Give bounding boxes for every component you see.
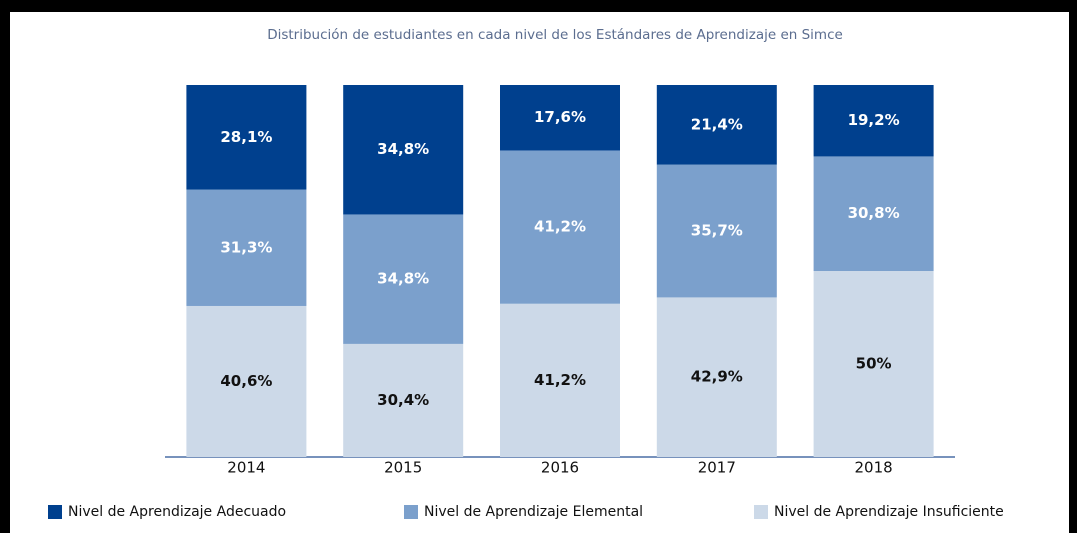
legend-swatch [48,505,62,519]
bar-segment [813,271,934,457]
data-label: 31,3% [220,238,272,256]
bar-segment [186,85,307,190]
legend-swatch [754,505,768,519]
bar-segment [813,85,934,157]
bar-segment [500,85,620,151]
bar-segment [656,85,777,165]
bar-segment [500,303,620,457]
data-label: 30,8% [848,204,900,222]
data-label: 50% [856,355,892,373]
x-tick-label: 2016 [541,459,579,477]
data-label: 41,2% [534,218,586,236]
legend-label: Nivel de Aprendizaje Elemental [424,504,643,520]
chart-title: Distribución de estudiantes en cada nive… [267,27,843,43]
bar-segment [500,150,620,304]
data-label: 35,7% [691,222,743,240]
bar-segment [343,343,464,457]
data-label: 30,4% [377,391,429,409]
x-tick-label: 2015 [384,459,422,477]
data-label: 42,9% [691,368,743,386]
data-label: 28,1% [220,128,272,146]
legend-label: Nivel de Aprendizaje Adecuado [68,504,286,520]
bar-segment [656,164,777,298]
data-label: 19,2% [848,111,900,129]
bar-segment [343,214,464,344]
bar-segment [343,85,464,215]
bar-segment [656,297,777,457]
legend-label: Nivel de Aprendizaje Insuficiente [774,504,1004,520]
bar-segment [186,305,307,457]
x-tick-label: 2017 [698,459,736,477]
bar-segment [813,156,934,271]
data-label: 40,6% [220,372,272,390]
x-tick-label: 2014 [227,459,265,477]
bar-segment [186,189,307,306]
data-label: 34,8% [377,140,429,158]
data-label: 21,4% [691,115,743,133]
data-label: 41,2% [534,371,586,389]
data-label: 34,8% [377,270,429,288]
data-label: 17,6% [534,108,586,126]
legend-swatch [404,505,418,519]
x-tick-label: 2018 [855,459,893,477]
